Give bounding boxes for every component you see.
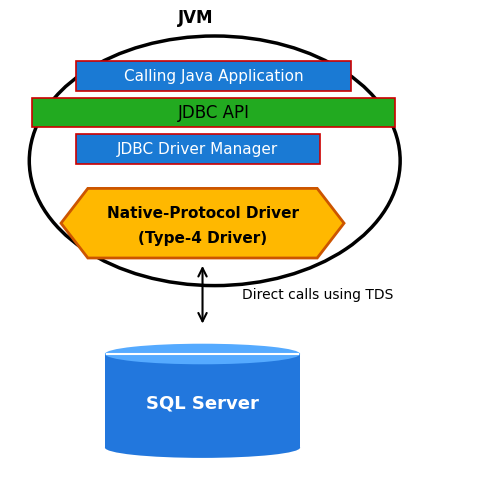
FancyBboxPatch shape [32, 98, 395, 127]
Polygon shape [61, 188, 344, 258]
Text: JVM: JVM [178, 9, 213, 27]
FancyBboxPatch shape [105, 354, 300, 447]
Ellipse shape [105, 344, 300, 364]
Text: Calling Java Application: Calling Java Application [123, 69, 304, 84]
Ellipse shape [29, 36, 400, 286]
Text: (Type-4 Driver): (Type-4 Driver) [138, 231, 267, 246]
Text: SQL Server: SQL Server [146, 394, 259, 412]
Text: JDBC API: JDBC API [178, 104, 249, 122]
Text: JDBC Driver Manager: JDBC Driver Manager [117, 142, 278, 157]
Ellipse shape [105, 437, 300, 458]
FancyBboxPatch shape [76, 61, 351, 91]
Text: Native-Protocol Driver: Native-Protocol Driver [106, 206, 299, 221]
Text: Direct calls using TDS: Direct calls using TDS [242, 288, 393, 302]
FancyBboxPatch shape [76, 134, 320, 164]
